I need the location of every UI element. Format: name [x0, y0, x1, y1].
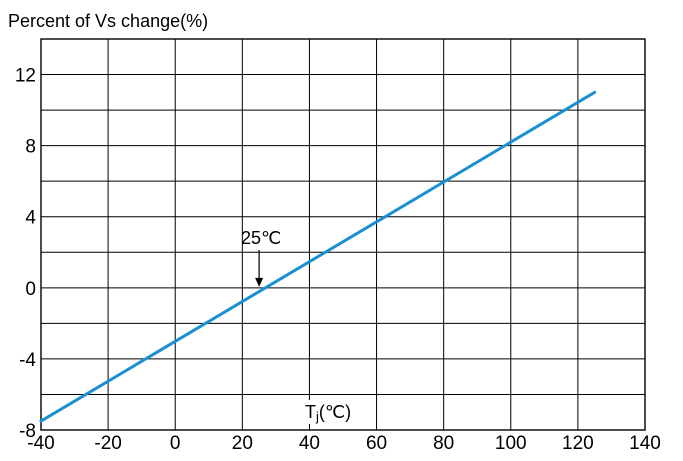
series-line: [39, 90, 597, 423]
y-tick-label: 0: [25, 279, 36, 300]
x-axis-label-unit: (℃): [319, 402, 351, 422]
x-axis-label-main: T: [305, 402, 316, 422]
x-tick-label: 80: [433, 433, 454, 454]
x-tick-label: 20: [232, 433, 253, 454]
x-axis-label-sub: j: [315, 409, 319, 424]
annotation-25c: 25℃: [241, 228, 281, 287]
x-tick-label: 60: [366, 433, 387, 454]
y-axis-label: Percent of Vs change(%): [8, 11, 208, 31]
y-tick-label: -8: [19, 421, 36, 442]
y-tick-label: -4: [19, 350, 36, 371]
x-tick-label: 0: [170, 433, 181, 454]
x-tick-label: 120: [562, 433, 594, 454]
annotation-label: 25℃: [241, 228, 281, 248]
x-axis-label: Tj(℃): [302, 400, 374, 424]
x-tick-label: 40: [299, 433, 320, 454]
y-tick-label: 8: [25, 137, 36, 158]
annotation-arrowhead: [255, 277, 264, 287]
x-tick-label: -40: [27, 433, 54, 454]
x-tick-label: 140: [629, 433, 661, 454]
plot-frame: [40, 38, 646, 431]
chart-marks: [39, 90, 597, 423]
grid: [40, 38, 646, 431]
x-tick-label: 100: [495, 433, 527, 454]
y-tick-label: 4: [25, 208, 36, 229]
y-tick-label: 12: [15, 66, 36, 87]
svg-text:Tj(℃): Tj(℃): [305, 402, 351, 424]
x-tick-label: -20: [94, 433, 121, 454]
